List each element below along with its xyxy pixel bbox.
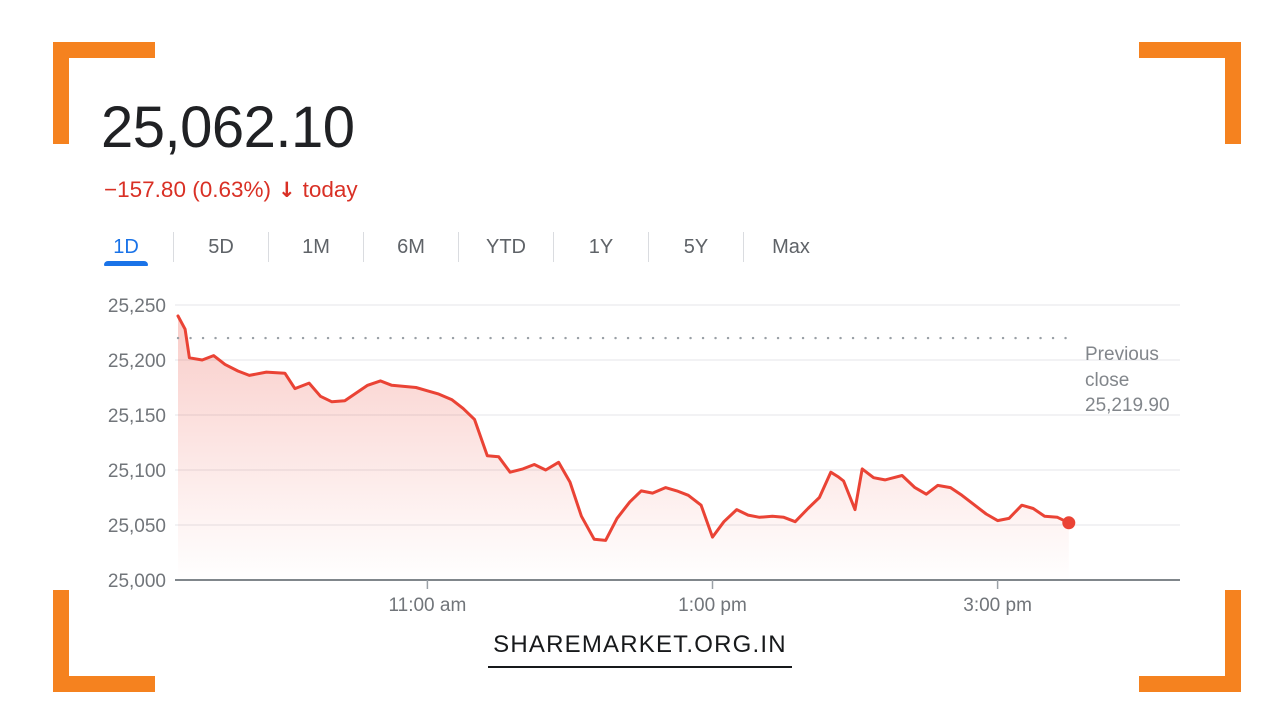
tab-label: 6M (397, 236, 425, 258)
tab-divider (743, 232, 744, 262)
frame-corner-top-left-icon (53, 42, 155, 144)
frame-corner-bottom-right-icon (1139, 590, 1241, 692)
price-change-period: today (302, 177, 358, 202)
y-axis-label: 25,250 (108, 296, 166, 317)
frame-corner-bottom-left-icon (53, 590, 155, 692)
x-axis-label: 3:00 pm (963, 595, 1032, 616)
x-axis-label: 11:00 am (388, 595, 466, 616)
tab-6m[interactable]: 6M (364, 228, 458, 266)
arrow-down-icon: ↓ (278, 178, 296, 202)
last-price-dot (1062, 516, 1076, 530)
tab-divider (648, 232, 649, 262)
watermark-text: SHAREMARKET.ORG.IN (488, 631, 792, 668)
tab-divider (553, 232, 554, 262)
price-change-row: −157.80 (0.63%) ↓ today (104, 177, 358, 203)
tab-1y[interactable]: 1Y (554, 228, 648, 266)
price-change-value: −157.80 (0.63%) (104, 177, 271, 202)
y-axis-label: 25,000 (108, 571, 166, 592)
previous-close-annotation: Previous close 25,219.90 (1085, 344, 1170, 416)
tab-divider (173, 232, 174, 262)
tab-label: 5D (208, 236, 234, 258)
tab-label: 1M (302, 236, 330, 258)
area-fill (178, 316, 1069, 580)
watermark-row: SHAREMARKET.ORG.IN (0, 631, 1280, 668)
tab-label: YTD (486, 236, 526, 258)
frame-corner-top-right-icon (1139, 42, 1241, 144)
intraday-price-chart[interactable]: 25,000 25,050 25,100 25,150 25,200 25,250 11:0… (80, 295, 1200, 625)
tab-1m[interactable]: 1M (269, 228, 363, 266)
price-line (176, 314, 1071, 542)
chart-canvas[interactable]: 25,000 25,050 25,100 25,150 25,200 25,250 11:0… (80, 295, 1200, 625)
tab-5y[interactable]: 5Y (649, 228, 743, 266)
tab-1d[interactable]: 1D (79, 228, 173, 266)
tab-label: 1D (113, 236, 139, 258)
tab-max[interactable]: Max (744, 228, 838, 266)
y-axis-label: 25,150 (108, 406, 166, 427)
tab-label: 1Y (588, 236, 614, 258)
tab-divider (363, 232, 364, 262)
tab-divider (458, 232, 459, 262)
x-axis-label: 1:00 pm (678, 595, 747, 616)
tab-label: Max (772, 236, 810, 258)
range-tabs: 1D 5D 1M 6M YTD 1Y 5Y Max (79, 228, 838, 266)
tab-divider (268, 232, 269, 262)
tab-ytd[interactable]: YTD (459, 228, 553, 266)
current-price: 25,062.10 (101, 95, 355, 160)
tab-5d[interactable]: 5D (174, 228, 268, 266)
y-axis-label: 25,100 (108, 461, 166, 482)
active-tab-indicator (104, 261, 148, 266)
y-axis-label: 25,200 (108, 351, 166, 372)
tab-label: 5Y (683, 236, 709, 258)
y-axis-label: 25,050 (108, 516, 166, 537)
